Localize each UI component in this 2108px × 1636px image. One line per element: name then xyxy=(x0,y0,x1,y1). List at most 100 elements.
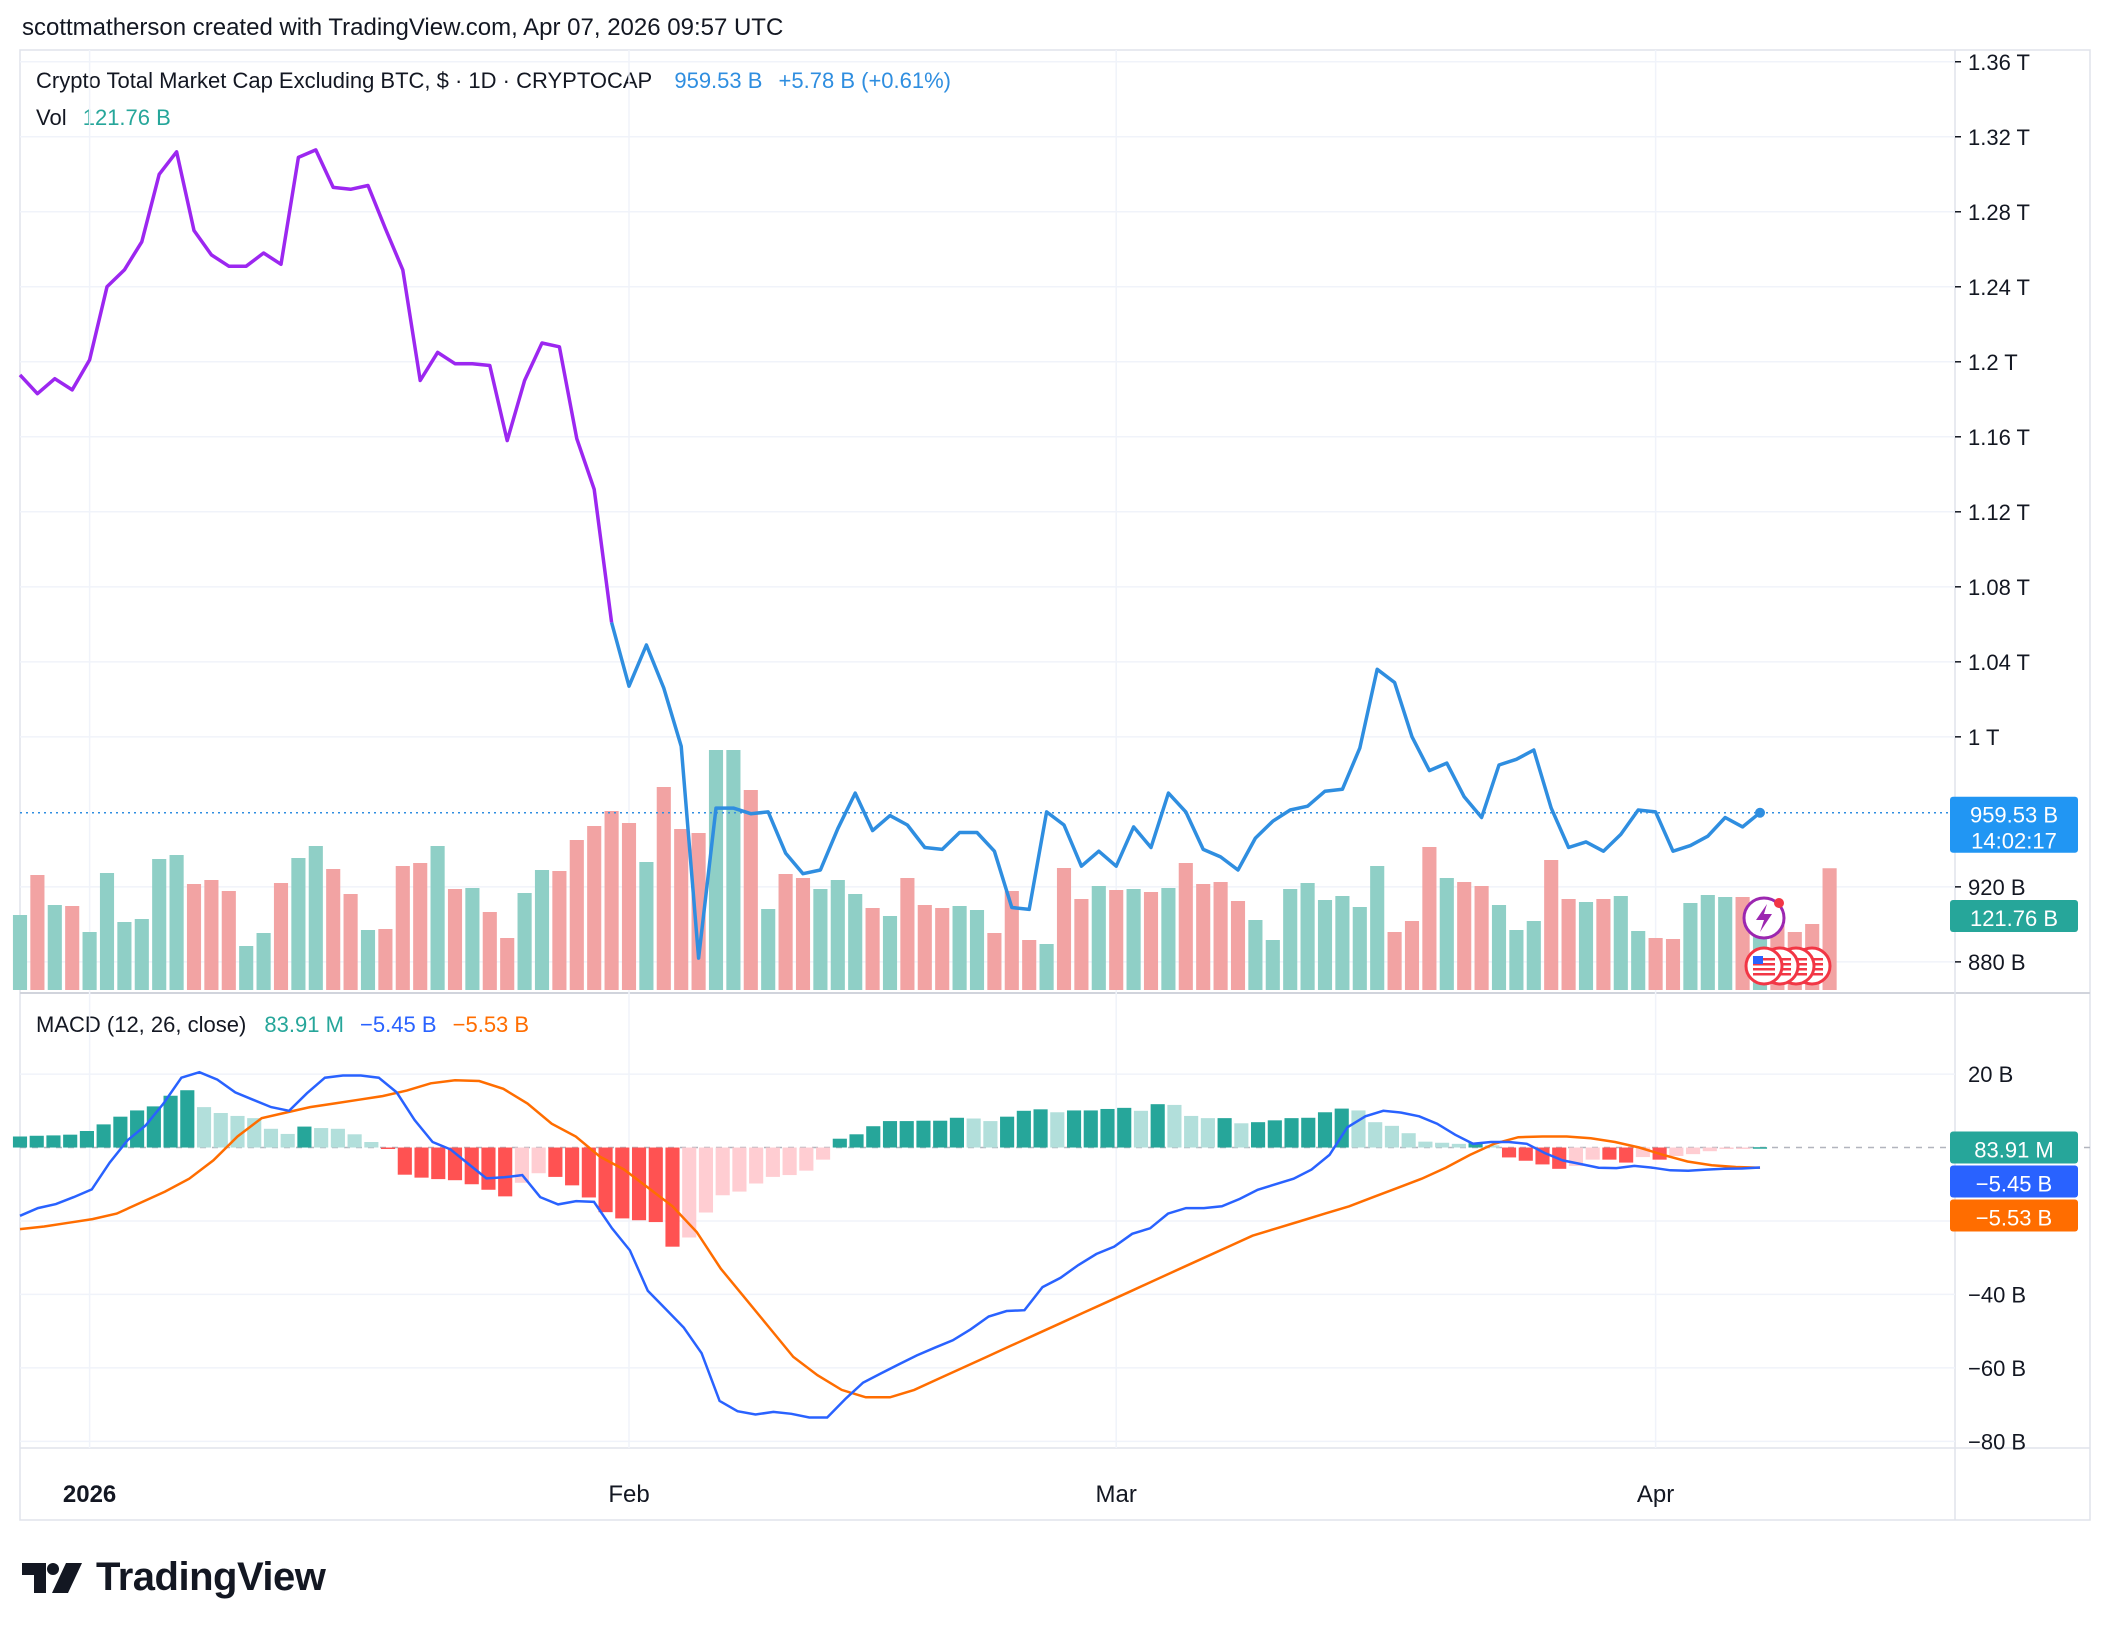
macd-histogram-bar xyxy=(63,1134,78,1148)
volume-bar xyxy=(1248,920,1263,990)
volume-bar xyxy=(152,859,167,990)
volume-bar xyxy=(1143,892,1159,990)
volume-bar xyxy=(1526,921,1541,990)
macd-histogram-bar xyxy=(799,1147,814,1171)
macd-histogram-bar xyxy=(297,1126,312,1148)
macd-histogram-bar xyxy=(431,1147,446,1180)
macd-histogram-bar xyxy=(330,1128,345,1148)
volume-bar xyxy=(1352,907,1367,990)
price-badge-bg xyxy=(1950,796,2078,853)
macd-histogram-bar xyxy=(598,1147,613,1213)
volume-bar xyxy=(969,910,985,990)
price-tick-label: 1.08 T xyxy=(1968,575,2030,600)
macd-pane xyxy=(12,1070,2090,1419)
macd-histogram-bar xyxy=(1000,1116,1015,1148)
price-tick-label: 1 T xyxy=(1968,725,1999,750)
volume-bar xyxy=(117,922,132,990)
grid-lines xyxy=(19,49,2091,1521)
macd-histogram-bar xyxy=(1117,1107,1132,1148)
volume-bar xyxy=(1665,939,1681,990)
flag-stripe xyxy=(1753,968,1775,971)
volume-bar xyxy=(273,883,289,990)
macd-histogram-bar xyxy=(514,1147,529,1183)
volume-bar xyxy=(621,823,637,990)
price-tick-label: 1.2 T xyxy=(1968,350,2018,375)
macd-histogram-bar xyxy=(782,1147,797,1176)
volume-bar xyxy=(1544,860,1559,990)
volume-bar xyxy=(413,863,428,990)
volume-bar xyxy=(1404,921,1420,990)
macd-histogram-bar xyxy=(1485,1145,1500,1148)
macd-histogram-bar xyxy=(548,1147,563,1177)
macd-histogram-bar xyxy=(113,1116,128,1148)
event-icons[interactable] xyxy=(1742,896,1832,986)
volume-bar xyxy=(30,875,45,990)
flag-canton xyxy=(1753,956,1763,964)
macd-histogram-bar xyxy=(213,1113,228,1148)
tradingview-logo[interactable]: TradingView xyxy=(22,1555,326,1600)
macd-tick-label: −80 B xyxy=(1968,1429,2026,1454)
volume-bar xyxy=(691,833,706,990)
volume-bar xyxy=(99,873,115,990)
macd-histogram-bar xyxy=(1686,1147,1701,1155)
volume-bar xyxy=(848,894,863,990)
macd-histogram-bar xyxy=(29,1135,44,1148)
macd-histogram-bar xyxy=(581,1147,596,1198)
macd-histogram-bar xyxy=(916,1120,931,1148)
macd-histogram-bar xyxy=(130,1110,145,1148)
volume-bar xyxy=(1004,891,1019,990)
macd-legend[interactable]: MACD (12, 26, close) 83.91 M −5.45 B −5.… xyxy=(36,1012,535,1038)
macd-histogram-bar xyxy=(280,1133,295,1148)
macd-line-value: −5.45 B xyxy=(360,1012,437,1037)
macd-histogram-bar xyxy=(414,1147,429,1178)
macd-histogram-bar xyxy=(631,1147,647,1221)
price-tick-label: 920 B xyxy=(1968,875,2026,900)
macd-histogram-bar xyxy=(1234,1123,1249,1148)
volume-bar xyxy=(1022,940,1037,990)
macd-histogram-bar xyxy=(263,1128,279,1148)
flag-stripe xyxy=(1753,963,1775,966)
flag-stripe xyxy=(1753,973,1775,976)
us-flag-event-icon[interactable] xyxy=(1744,946,1784,986)
macd-histogram-bar xyxy=(1418,1141,1433,1148)
macd-histogram-bar xyxy=(1384,1125,1399,1148)
macd-line-badge-bg xyxy=(1950,1165,2078,1198)
macd-line-badge-text: −5.45 B xyxy=(1976,1172,2052,1197)
earnings-flash-icon[interactable] xyxy=(1742,896,1786,940)
macd-signal-value: −5.53 B xyxy=(452,1012,530,1037)
macd-histogram-bar xyxy=(1635,1147,1650,1158)
macd-tick-label: −40 B xyxy=(1968,1282,2026,1307)
volume-bar xyxy=(743,790,758,990)
volume-bar xyxy=(569,840,584,990)
macd-label: MACD (12, 26, close) xyxy=(36,1012,247,1037)
macd-histogram-bar xyxy=(615,1147,630,1219)
volume-bar xyxy=(221,891,236,990)
symbol-legend[interactable]: Crypto Total Market Cap Excluding BTC, $… xyxy=(36,68,957,94)
volume-bar xyxy=(935,908,950,990)
macd-histogram-bar xyxy=(79,1130,94,1148)
macd-histogram-bar xyxy=(1301,1117,1316,1148)
volume-bar xyxy=(761,909,776,990)
volume-bar xyxy=(1439,878,1454,990)
macd-histogram-bar xyxy=(1752,1147,1768,1149)
volume-bar xyxy=(204,880,219,990)
volume-bar xyxy=(639,862,654,990)
flash-icon-dot xyxy=(1774,898,1784,908)
volume-legend[interactable]: Vol 121.76 B xyxy=(36,105,177,131)
price-line-late xyxy=(609,622,1762,960)
volume-bar xyxy=(1631,931,1646,990)
macd-signal-badge-text: −5.53 B xyxy=(1976,1206,2052,1231)
volume-bar xyxy=(239,946,254,990)
volume-bar xyxy=(326,869,341,990)
flag-stripe xyxy=(1753,958,1775,961)
volume-bar xyxy=(830,880,845,990)
price-tick-label: 880 B xyxy=(1968,950,2026,975)
macd-histogram-bar xyxy=(648,1147,663,1223)
price-change: +5.78 B (+0.61%) xyxy=(778,68,951,93)
macd-histogram-bar xyxy=(832,1138,847,1148)
macd-histogram-bar xyxy=(1719,1147,1734,1150)
volume-bar xyxy=(256,933,271,990)
chart-frame xyxy=(19,49,2091,1521)
price-tick-label: 1.04 T xyxy=(1968,650,2030,675)
